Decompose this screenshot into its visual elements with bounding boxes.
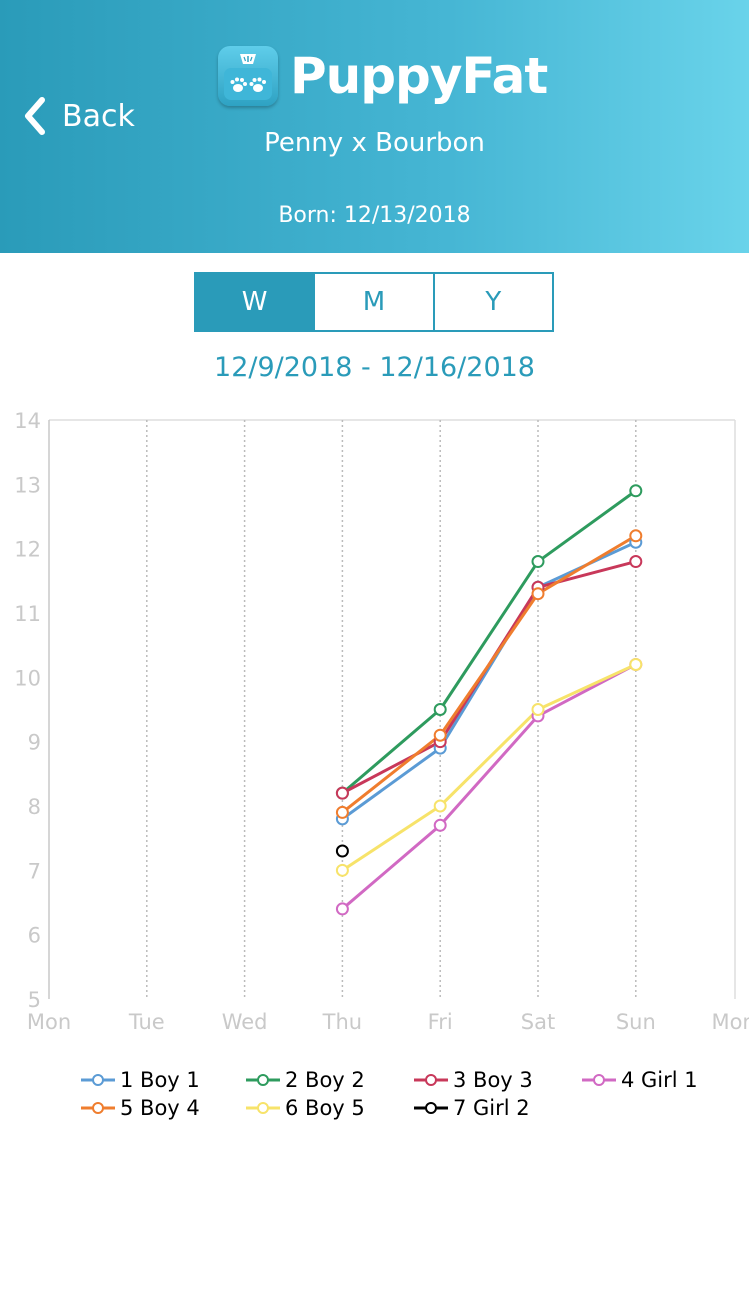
data-point: [629, 555, 643, 569]
data-point: [629, 484, 643, 498]
data-point: [531, 587, 545, 601]
chart-legend: 1 Boy 1 2 Boy 2 3 Boy 3 4 Girl 1 5 Boy 4 6 Bo…: [80, 1066, 720, 1122]
data-point: [433, 703, 447, 716]
legend-label: 6 Boy 5: [285, 1096, 365, 1120]
y-tick-label: 12: [14, 538, 41, 562]
y-tick-label: 9: [28, 731, 41, 755]
series-line: [341, 663, 637, 872]
tab-year[interactable]: Y: [432, 274, 552, 330]
legend-label: 3 Boy 3: [453, 1068, 533, 1092]
x-tick-label: Mon: [27, 1010, 71, 1034]
series-line: [341, 663, 637, 911]
legend-label: 5 Boy 4: [120, 1096, 200, 1120]
legend-marker: [414, 1074, 448, 1086]
app-header: Back PuppyFat Penny x Bourbon Born: 12/1…: [0, 0, 749, 253]
y-tick-label: 11: [14, 602, 41, 626]
series-line: [341, 489, 637, 795]
legend-marker: [246, 1074, 280, 1086]
y-tick-label: 8: [28, 795, 41, 819]
data-point: [335, 805, 349, 819]
legend-item: 7 Girl 2: [413, 1094, 581, 1122]
born-date: Born: 12/13/2018: [278, 203, 471, 228]
data-point: [433, 728, 447, 742]
y-tick-label: 10: [14, 666, 41, 690]
x-tick-label: Mon: [711, 1010, 749, 1034]
litter-name: Penny x Bourbon: [264, 128, 485, 158]
data-point: [629, 657, 643, 671]
data-point: [531, 703, 545, 716]
legend-label: 2 Boy 2: [285, 1068, 365, 1092]
data-point: [335, 902, 349, 916]
y-tick-label: 14: [14, 409, 41, 433]
y-tick-label: 6: [28, 924, 41, 948]
x-tick-label: Sat: [521, 1010, 555, 1034]
legend-marker: [81, 1074, 115, 1086]
data-point: [335, 844, 349, 858]
chevron-left-icon: [25, 97, 45, 135]
back-button[interactable]: Back: [22, 92, 135, 140]
app-name: PuppyFat: [290, 47, 548, 105]
legend-marker: [246, 1102, 280, 1114]
legend-marker: [414, 1102, 448, 1114]
data-point: [433, 799, 447, 813]
scale-paw-icon: [218, 46, 278, 106]
date-range: 12/9/2018 - 12/16/2018: [214, 352, 535, 383]
legend-marker: [81, 1102, 115, 1114]
legend-label: 1 Boy 1: [120, 1068, 200, 1092]
legend-item: 2 Boy 2: [245, 1066, 413, 1094]
data-point: [335, 863, 349, 877]
x-tick-label: Tue: [128, 1010, 165, 1034]
data-point: [531, 555, 545, 569]
data-point: [433, 818, 447, 832]
series-line: [341, 534, 637, 814]
x-tick-label: Wed: [222, 1010, 268, 1034]
legend-label: 4 Girl 1: [621, 1068, 698, 1092]
weight-chart: 5 6 7 8 9 10 11 12 13 14 Mon Tue Wed Thu Fri Sat Sun Mon: [14, 409, 749, 1034]
y-tick-label: 7: [28, 859, 41, 883]
x-tick-label: Fri: [428, 1010, 453, 1034]
legend-label: 7 Girl 2: [453, 1096, 530, 1120]
legend-item: 3 Boy 3: [413, 1066, 581, 1094]
x-tick-label: Sun: [616, 1010, 656, 1034]
legend-item: 1 Boy 1: [80, 1066, 245, 1094]
legend-item: 5 Boy 4: [80, 1094, 245, 1122]
tab-week[interactable]: W: [196, 274, 314, 330]
legend-item: 6 Boy 5: [245, 1094, 413, 1122]
legend-marker: [582, 1074, 616, 1086]
period-selector: W M Y: [194, 272, 554, 332]
legend-item: 4 Girl 1: [581, 1066, 711, 1094]
y-tick-label: 13: [14, 473, 41, 497]
back-label: Back: [62, 98, 135, 134]
data-point: [629, 529, 643, 543]
y-tick-label: 5: [28, 988, 41, 1012]
app-logo: PuppyFat: [218, 46, 548, 106]
tab-month[interactable]: M: [313, 274, 432, 330]
x-tick-label: Thu: [322, 1010, 362, 1034]
data-point: [335, 786, 349, 800]
